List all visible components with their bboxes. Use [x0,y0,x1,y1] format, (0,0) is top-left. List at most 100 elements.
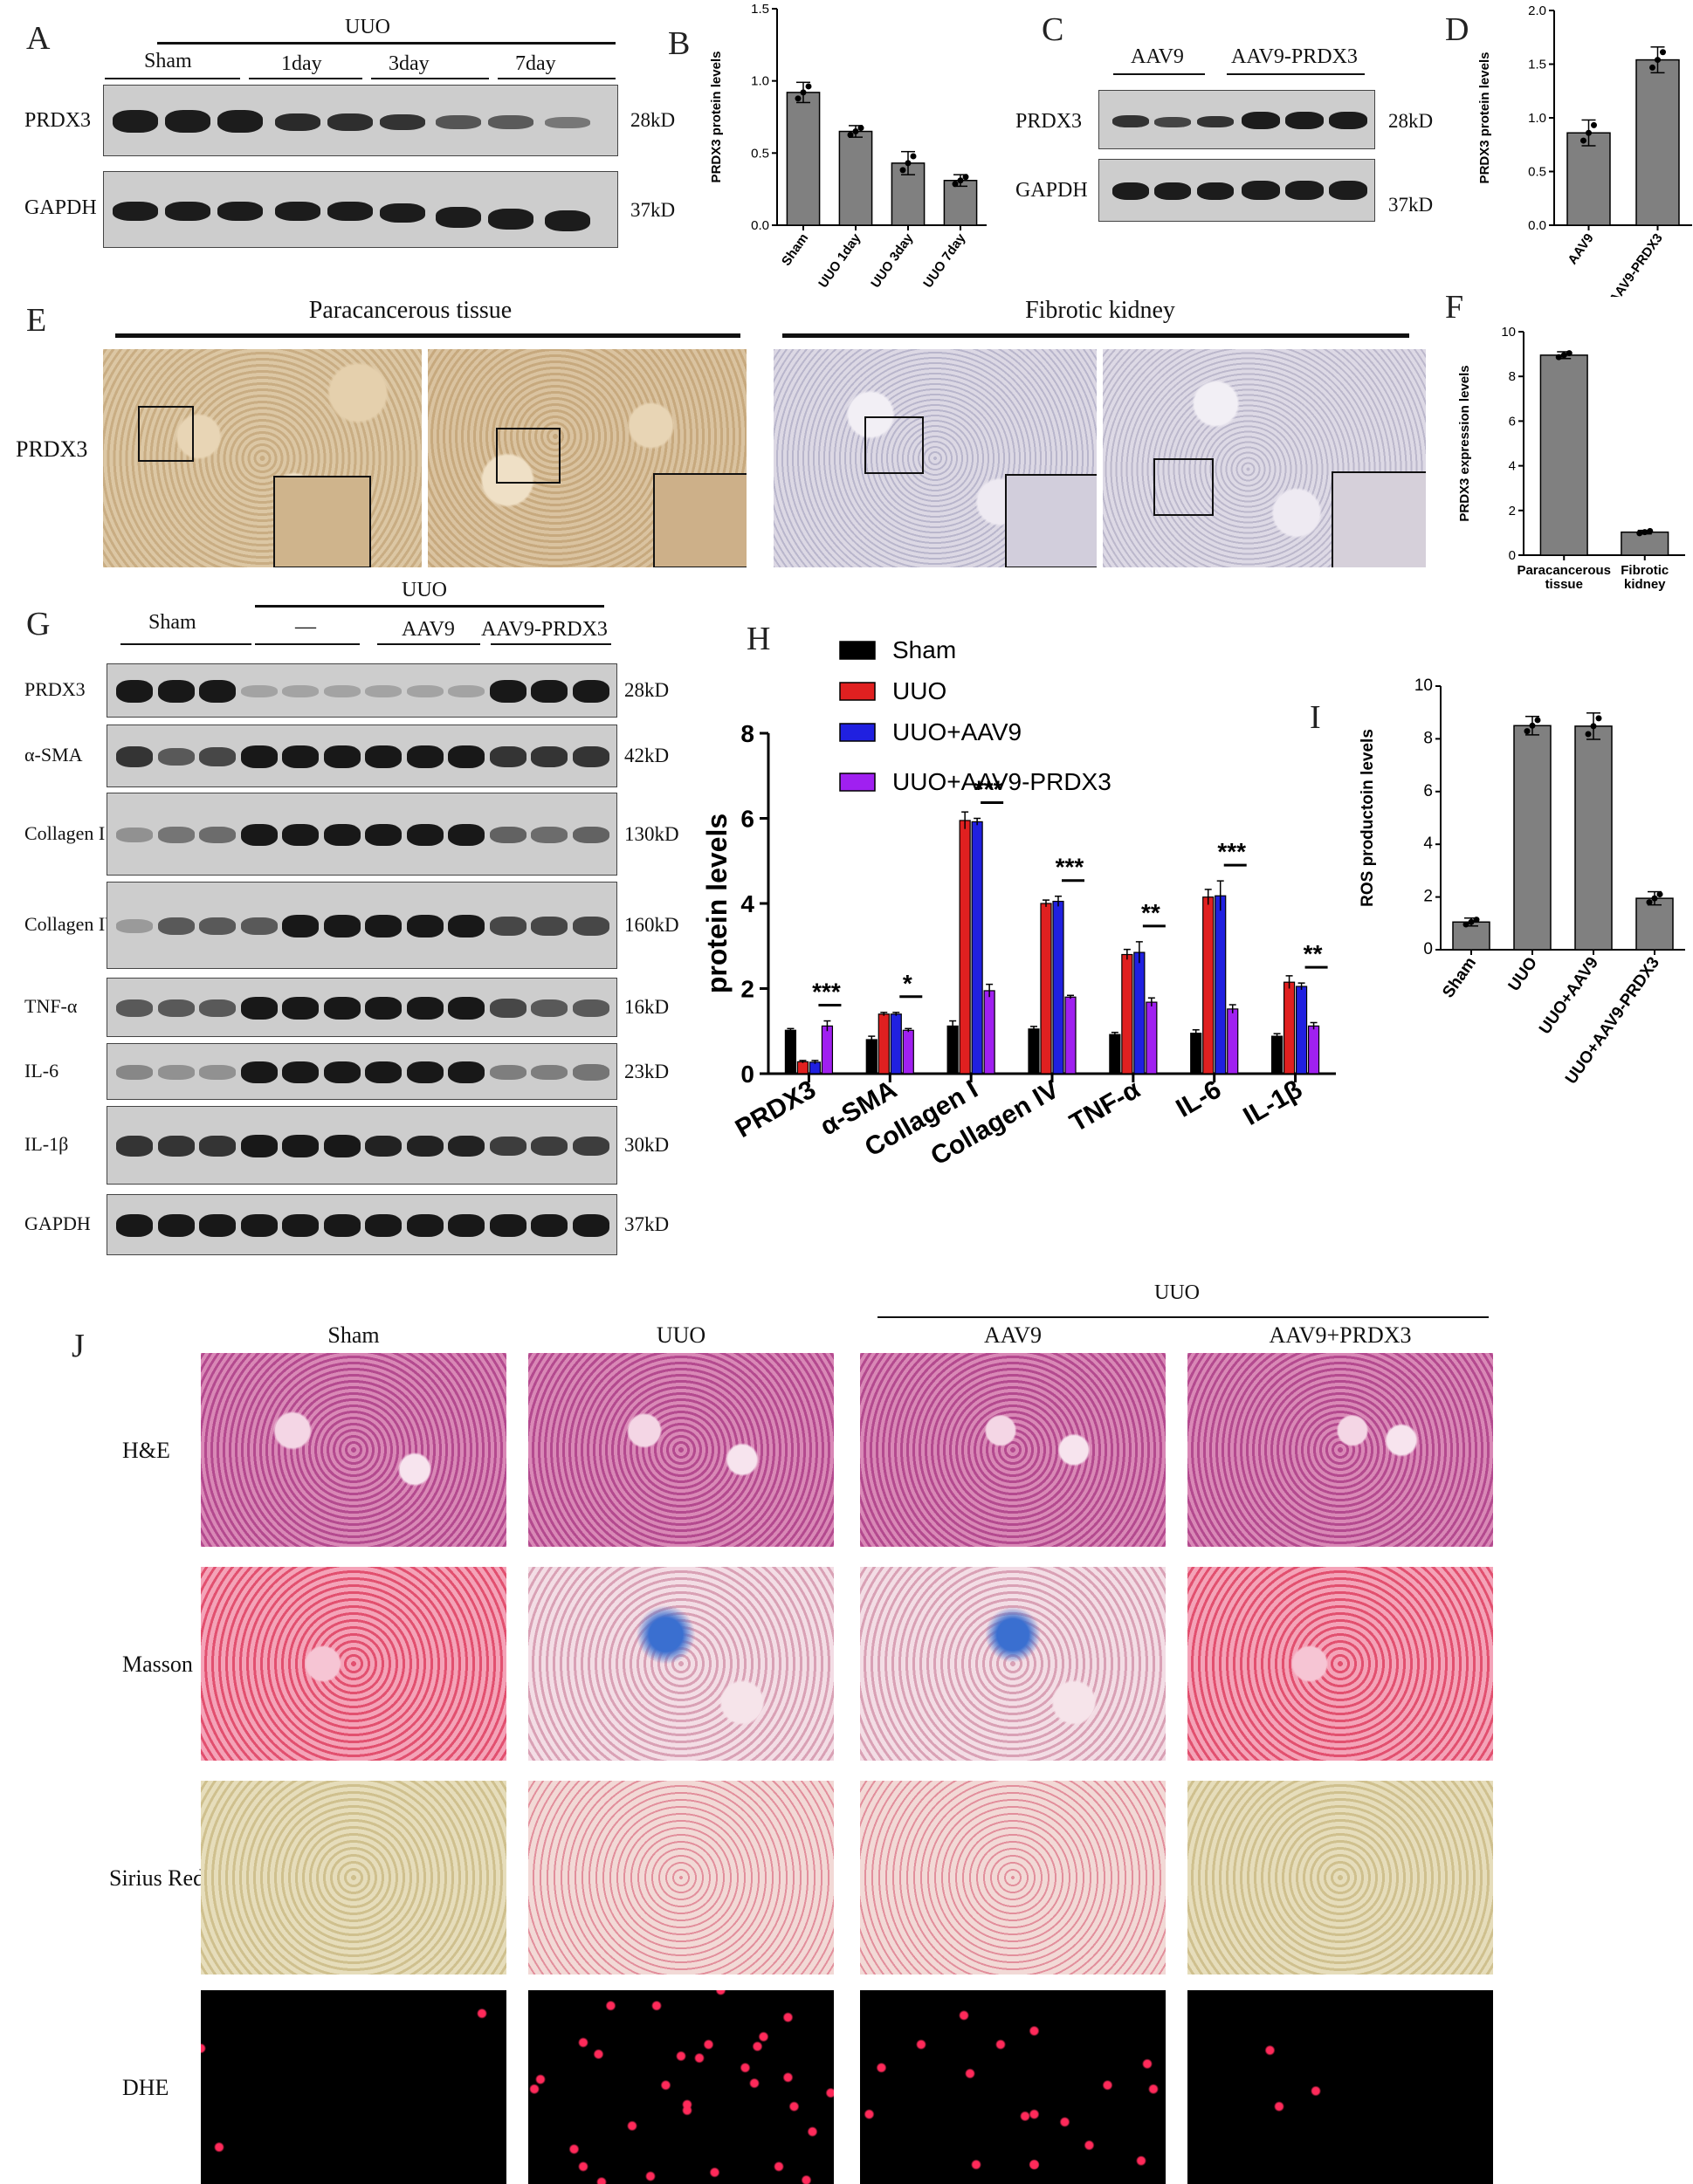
protein-band [116,919,153,933]
panel-label-j: J [72,1328,85,1364]
western-blot-prdx3-aav [1098,90,1375,149]
y-tick-label: 4 [740,890,754,917]
bar [1202,896,1215,1075]
histology-image [201,1990,506,2184]
histology-image [528,1353,834,1547]
sham-line [105,78,240,79]
aav9-line [1113,73,1205,75]
y-axis-label: PRDX3 protein levels [709,52,724,183]
x-tick-label: tissue [1545,577,1583,592]
protein-band [240,1135,278,1157]
bar [946,1025,959,1075]
column-label: AAV9 [984,1322,1042,1348]
chart-d: 0.0 0.5 1.0 1.5 2.0 PRDX3 protein levels AAV9 A… [1477,3,1692,297]
bar [1452,921,1490,951]
y-tick-label: 0 [1509,548,1516,563]
data-point [1534,717,1541,724]
data-point [899,167,906,174]
group-label-aav9-prdx3: AAV9-PRDX3 [481,618,608,641]
protein-band [531,1064,568,1081]
bar [1121,953,1133,1075]
y-tick-label: 8 [1423,729,1433,747]
protein-band [406,1061,444,1084]
western-blot-row [107,1106,617,1185]
bar [971,821,983,1075]
protein-band [323,745,361,768]
y-tick-label: 8 [1509,369,1516,384]
blot-row-label: α-SMA [24,744,83,766]
group-label-sham: Sham [148,611,196,634]
protein-band [489,1136,526,1157]
data-point [957,177,964,184]
protein-band [199,680,236,703]
protein-band [323,1061,361,1084]
protein-band [572,1064,609,1081]
x-tick-label: TNF-α [1065,1075,1146,1137]
significance-marker: ** [1304,940,1323,967]
protein-band [116,1065,153,1080]
data-point [1655,57,1661,64]
legend-swatch [839,641,876,660]
legend-swatch [839,682,876,701]
bar [959,820,971,1075]
histology-image [528,1567,834,1761]
chart-i: 0 2 4 6 8 10 ROS productoin levels Sham UUOUUO+A… [1359,676,1685,1088]
protein-band [448,1061,485,1084]
data-point [962,174,969,181]
y-tick-label: 2.0 [1528,3,1546,18]
data-point [1590,723,1597,730]
protein-band [116,1136,153,1157]
y-axis-label: PRDX3 protein levels [1477,52,1492,184]
bar [838,130,873,226]
protein-band [157,1065,195,1080]
bar [1146,1001,1158,1075]
ihc-image-paracancerous-2 [428,349,747,567]
column-label: UUO [656,1322,706,1348]
bar [1566,132,1611,226]
3day-line [371,78,489,79]
protein-band [323,823,361,847]
protein-band [531,917,568,936]
blot-row-label: PRDX3 [24,678,86,700]
protein-band [157,827,195,843]
y-tick-label: 0 [1423,940,1433,958]
protein-band [282,1135,319,1157]
legend-label: UUO+AAV9-PRDX3 [892,768,1111,795]
sham-line [120,643,251,645]
x-tick-label: Fibrotic [1621,563,1669,578]
data-point [1641,529,1648,536]
histology-image [201,1781,506,1975]
protein-band [531,827,568,843]
protein-band [323,1135,361,1157]
blot-row-label: PRDX3 [24,109,92,132]
data-point [1649,64,1655,71]
group-label-aav9: AAV9 [402,618,455,641]
protein-band [199,747,236,766]
x-tick-label: UUO 1day [816,230,864,291]
x-tick-label: kidney [1624,577,1666,592]
panel-label-d: D [1445,11,1469,48]
western-blot-row [107,793,617,876]
bar [1064,996,1077,1075]
chart-h: 0 2 4 6 8 protein levels Sham UUO UUO+AAV9 UUO+AA… [701,636,1336,1171]
data-point [857,125,864,132]
y-tick-label: 0.0 [1528,218,1546,233]
x-tick-label: IL-1β [1239,1075,1308,1130]
protein-band [199,1136,236,1157]
protein-band [365,1061,402,1084]
protein-band [116,828,153,842]
legend-label: Sham [892,636,956,663]
group-title-fibrotic: Fibrotic kidney [1025,297,1175,324]
protein-band [406,745,444,768]
protein-band [489,1214,526,1237]
significance-marker: *** [812,979,841,1006]
protein-band [240,684,278,698]
bar [1574,725,1613,951]
protein-band [365,1214,402,1237]
ihc-image-paracancerous-1 [103,349,422,567]
data-point [1462,921,1469,928]
protein-band [406,915,444,937]
paracancerous-line [115,333,740,338]
data-point [1595,715,1602,722]
